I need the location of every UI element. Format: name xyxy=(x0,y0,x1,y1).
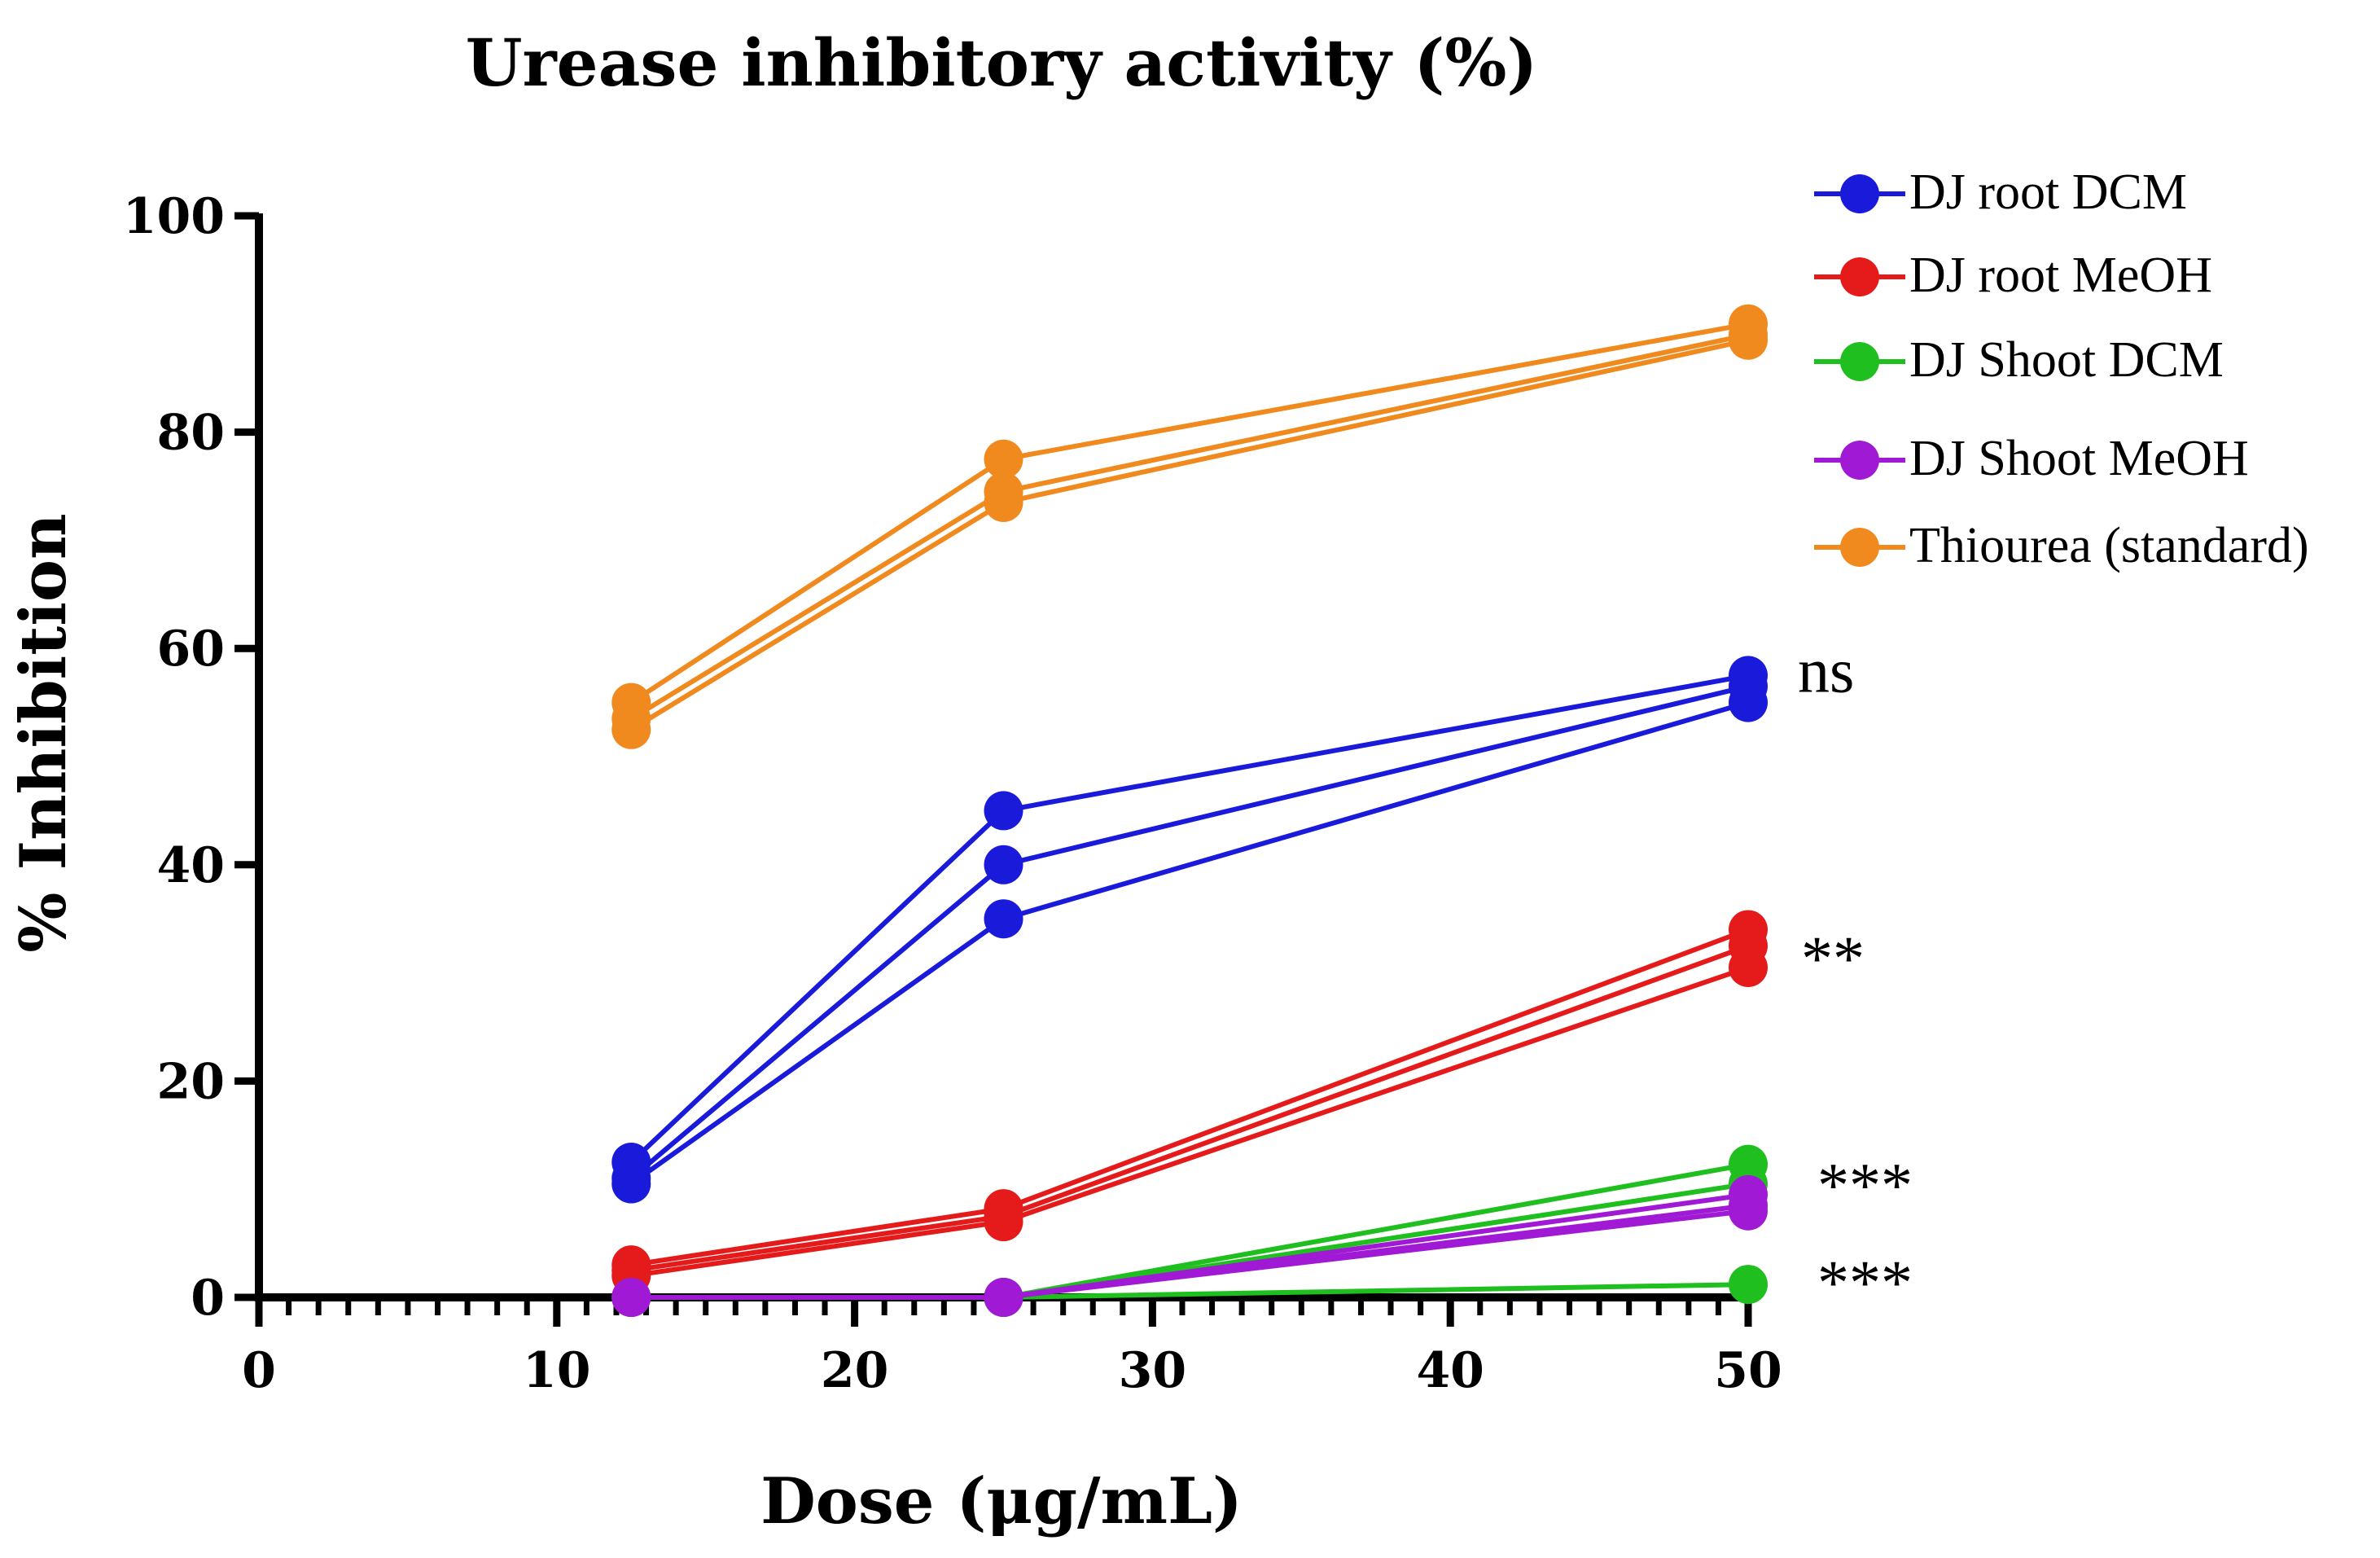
legend-item: DJ root MeOH xyxy=(1814,248,2212,303)
legend-item: DJ Shoot DCM xyxy=(1814,332,2224,388)
data-point xyxy=(984,1278,1023,1317)
data-point xyxy=(984,845,1023,884)
series-line xyxy=(629,337,1749,732)
x-tick-label: 0 xyxy=(242,1342,276,1399)
significance-label: *** xyxy=(1817,1150,1913,1221)
legend-marker xyxy=(1840,174,1879,213)
axes: 0 20 40 60 80 100 0 10 20 30 40 50 xyxy=(123,188,1782,1399)
data-point xyxy=(984,899,1023,939)
legend-marker xyxy=(1840,528,1879,567)
data-point xyxy=(984,791,1023,831)
y-tick-label: 0 xyxy=(191,1270,225,1327)
y-tick-label: 40 xyxy=(157,837,226,894)
x-tick-label: 40 xyxy=(1416,1342,1484,1399)
data-point xyxy=(984,1202,1023,1242)
data-point xyxy=(1729,1265,1768,1305)
series-line xyxy=(629,673,1749,1165)
chart-title: Urease inhibitory activity (%) xyxy=(466,24,1537,101)
x-tick-label: 30 xyxy=(1119,1342,1187,1399)
data-point xyxy=(611,709,651,749)
data-point xyxy=(984,439,1023,479)
x-axis-label: Dose (μg/mL) xyxy=(760,1464,1243,1538)
legend-label: DJ root DCM xyxy=(1909,165,2187,220)
y-tick-label: 60 xyxy=(157,621,226,678)
significance-label: ** xyxy=(1801,923,1865,994)
data-point xyxy=(611,1164,651,1204)
legend-item: Thiourea (standard) xyxy=(1814,518,2309,573)
data-point xyxy=(1729,682,1768,722)
series-dj-root-meoh xyxy=(611,910,1768,1296)
series-line xyxy=(629,683,1749,1181)
legend-marker xyxy=(1840,441,1879,480)
legend-item: DJ root DCM xyxy=(1814,165,2187,220)
data-point xyxy=(611,1278,651,1317)
series-line xyxy=(629,321,1749,705)
legend: DJ root DCM DJ root MeOH DJ Shoot DCM DJ Sh… xyxy=(1814,165,2309,573)
series-dj-shoot-meoh xyxy=(611,1174,1768,1317)
significance-label: ns xyxy=(1798,634,1854,705)
data-point xyxy=(1729,947,1768,987)
x-tick-label: 50 xyxy=(1714,1342,1782,1399)
series-layer xyxy=(611,304,1768,1317)
y-tick-label: 100 xyxy=(123,188,225,245)
legend-label: DJ root MeOH xyxy=(1909,248,2212,303)
y-axis-label: % Inhibition xyxy=(7,513,81,952)
x-tick-label: 20 xyxy=(821,1342,889,1399)
legend-label: DJ Shoot DCM xyxy=(1909,332,2224,388)
x-tick-label: 10 xyxy=(523,1342,591,1399)
significance-label: *** xyxy=(1817,1247,1913,1318)
series-line xyxy=(629,332,1749,722)
data-point xyxy=(1729,1191,1768,1231)
y-tick-label: 80 xyxy=(157,405,226,462)
series-dj-root-dcm xyxy=(611,656,1768,1204)
legend-marker xyxy=(1840,342,1879,381)
y-tick-label: 20 xyxy=(157,1053,226,1110)
series-thiourea-standard xyxy=(611,304,1768,749)
legend-label: Thiourea (standard) xyxy=(1909,518,2309,573)
legend-item: DJ Shoot MeOH xyxy=(1814,431,2249,486)
legend-label: DJ Shoot MeOH xyxy=(1909,431,2249,486)
data-point xyxy=(1729,320,1768,360)
data-point xyxy=(984,482,1023,522)
legend-marker xyxy=(1840,257,1879,296)
series-line xyxy=(630,927,1750,1268)
significance-annotations: ns******** xyxy=(1798,634,1913,1318)
